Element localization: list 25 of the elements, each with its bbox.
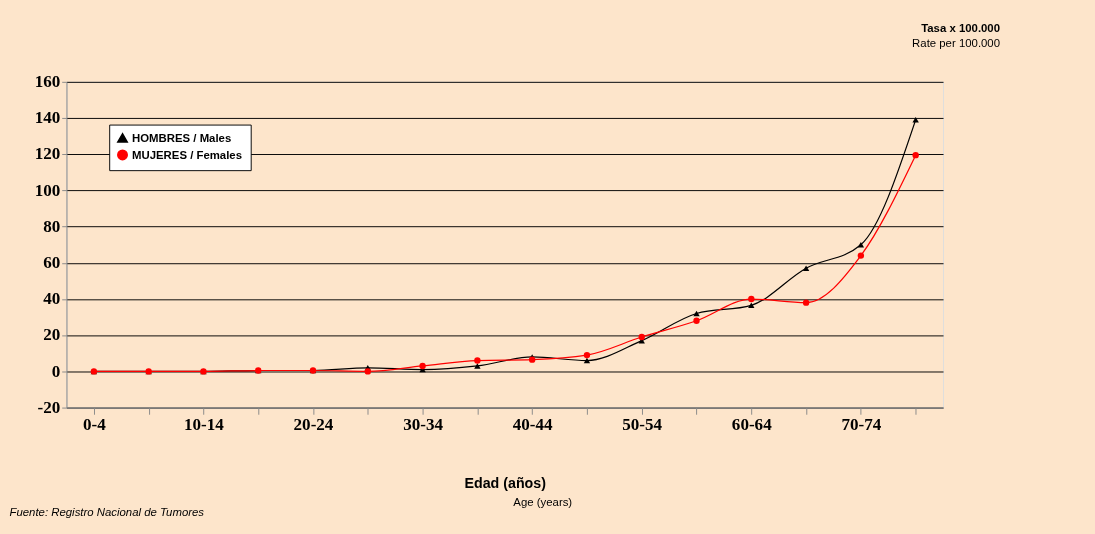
y-tick-label: 140: [34, 108, 61, 128]
x-axis-title: Edad (años): [464, 474, 547, 491]
chart-subtitle: Rate per 100.000: [912, 36, 1001, 49]
legend-label: MUJERES / Females: [132, 148, 243, 161]
source-note: Fuente: Registro Nacional de Tumores: [9, 505, 205, 518]
x-tick-label: 40-44: [512, 414, 554, 434]
text: Age (years): [513, 496, 573, 509]
y-tick-label: 120: [34, 144, 61, 164]
y-tick-label: 60: [43, 253, 61, 273]
x-tick-label: 10-14: [184, 414, 225, 434]
x-tick-label: 70-74: [841, 414, 882, 434]
y-tick-label: 20: [43, 325, 61, 345]
x-tick-label: 60-64: [731, 414, 773, 434]
x-tick-label: 20-24: [293, 414, 334, 434]
y-tick-label: 80: [43, 216, 61, 236]
x-tick-label: 0-4: [82, 414, 107, 434]
y-tick-label: 0: [51, 361, 61, 381]
legend-label: HOMBRES / Males: [132, 131, 232, 144]
x-tick-label: 50-54: [622, 414, 663, 434]
x-tick-label: 30-34: [403, 414, 444, 434]
y-tick-label: 160: [34, 72, 61, 92]
y-tick-label: 100: [34, 180, 61, 200]
chart-title: Tasa x 100.000: [921, 22, 1001, 35]
y-tick-label: 40: [43, 289, 61, 309]
y-tick-label: -20: [37, 397, 61, 417]
